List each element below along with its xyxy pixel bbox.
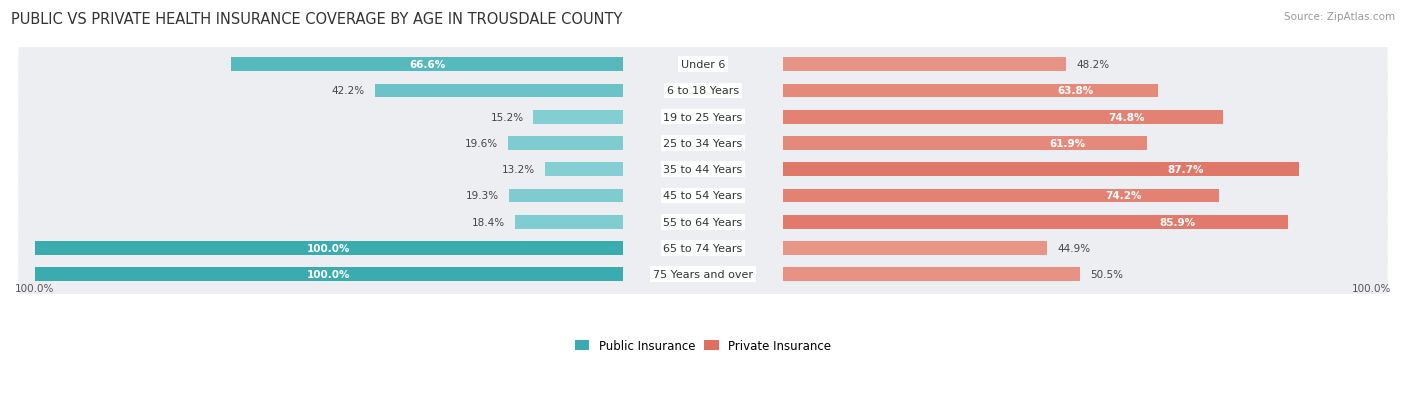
Text: 42.2%: 42.2% [332, 86, 364, 96]
Text: 44.9%: 44.9% [1057, 243, 1090, 254]
Text: Source: ZipAtlas.com: Source: ZipAtlas.com [1284, 12, 1395, 22]
Text: 100.0%: 100.0% [1351, 283, 1391, 294]
Bar [546, 163, 623, 177]
Text: 74.2%: 74.2% [1105, 191, 1142, 201]
Text: 55 to 64 Years: 55 to 64 Years [664, 217, 742, 227]
Text: 85.9%: 85.9% [1159, 217, 1195, 227]
FancyBboxPatch shape [18, 252, 1388, 297]
Text: 19 to 25 Years: 19 to 25 Years [664, 112, 742, 122]
Bar [515, 216, 623, 229]
Text: 61.9%: 61.9% [1049, 139, 1085, 149]
Text: 13.2%: 13.2% [502, 165, 536, 175]
Text: 15.2%: 15.2% [491, 112, 523, 122]
FancyBboxPatch shape [18, 43, 1388, 88]
Text: 25 to 34 Years: 25 to 34 Years [664, 139, 742, 149]
Bar [508, 137, 623, 150]
Bar [232, 58, 623, 72]
Bar [783, 216, 1288, 229]
Bar [783, 189, 1219, 203]
Text: 48.2%: 48.2% [1077, 60, 1109, 70]
Text: 74.8%: 74.8% [1108, 112, 1144, 122]
Text: 19.6%: 19.6% [464, 139, 498, 149]
FancyBboxPatch shape [18, 95, 1388, 140]
Bar [509, 189, 623, 203]
FancyBboxPatch shape [18, 69, 1388, 114]
Bar [35, 268, 623, 281]
Bar [783, 137, 1147, 150]
FancyBboxPatch shape [18, 199, 1388, 245]
Legend: Public Insurance, Private Insurance: Public Insurance, Private Insurance [571, 335, 835, 357]
Text: 19.3%: 19.3% [467, 191, 499, 201]
Text: 100.0%: 100.0% [15, 283, 55, 294]
Bar [783, 84, 1159, 98]
Text: 87.7%: 87.7% [1167, 165, 1204, 175]
Text: 100.0%: 100.0% [307, 243, 350, 254]
FancyBboxPatch shape [18, 173, 1388, 218]
Bar [783, 242, 1047, 255]
Bar [375, 84, 623, 98]
Text: 6 to 18 Years: 6 to 18 Years [666, 86, 740, 96]
Text: 35 to 44 Years: 35 to 44 Years [664, 165, 742, 175]
Bar [533, 111, 623, 124]
Text: 66.6%: 66.6% [409, 60, 446, 70]
Text: 65 to 74 Years: 65 to 74 Years [664, 243, 742, 254]
Bar [783, 58, 1067, 72]
Bar [35, 242, 623, 255]
Text: 45 to 54 Years: 45 to 54 Years [664, 191, 742, 201]
Text: PUBLIC VS PRIVATE HEALTH INSURANCE COVERAGE BY AGE IN TROUSDALE COUNTY: PUBLIC VS PRIVATE HEALTH INSURANCE COVER… [11, 12, 623, 27]
Text: Under 6: Under 6 [681, 60, 725, 70]
Bar [783, 268, 1080, 281]
FancyBboxPatch shape [18, 121, 1388, 166]
Text: 18.4%: 18.4% [471, 217, 505, 227]
FancyBboxPatch shape [18, 226, 1388, 271]
FancyBboxPatch shape [18, 147, 1388, 192]
Text: 100.0%: 100.0% [307, 270, 350, 280]
Text: 63.8%: 63.8% [1057, 86, 1094, 96]
Text: 75 Years and over: 75 Years and over [652, 270, 754, 280]
Bar [783, 111, 1223, 124]
Bar [783, 163, 1299, 177]
Text: 50.5%: 50.5% [1090, 270, 1123, 280]
